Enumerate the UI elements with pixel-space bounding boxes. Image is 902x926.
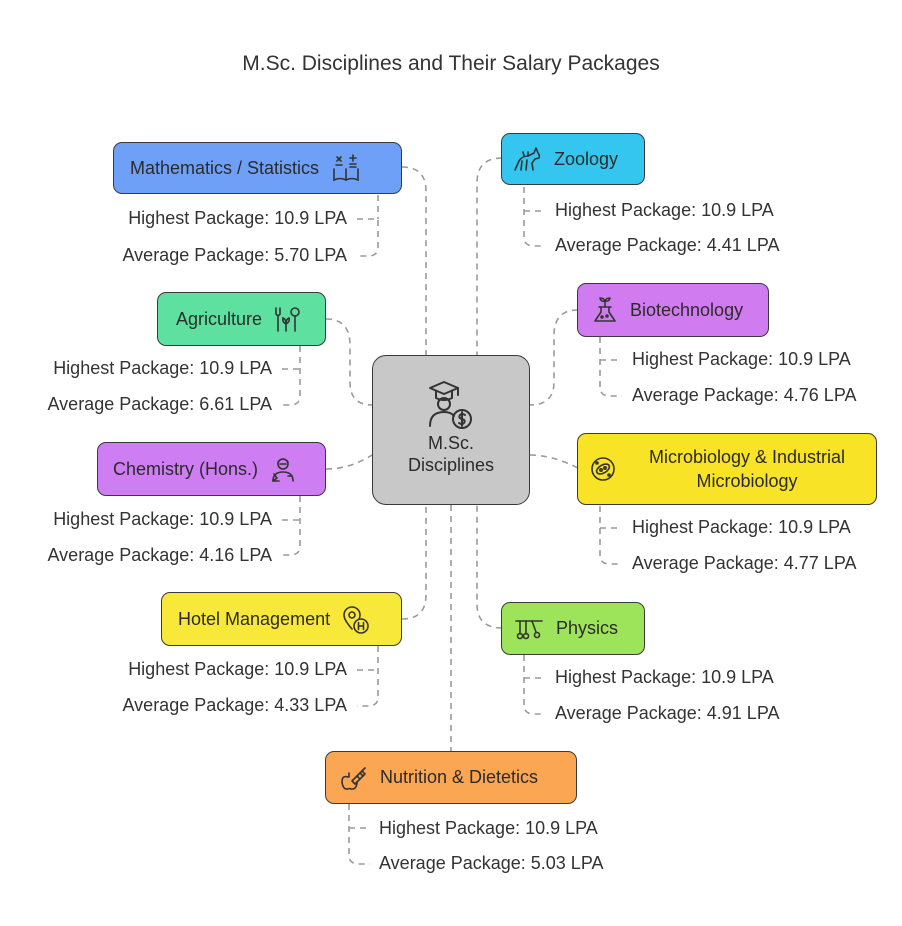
nutrition-average-package: Average Package: 5.03 LPA: [379, 853, 604, 873]
scientist-icon: [268, 454, 298, 484]
page-title: M.Sc. Disciplines and Their Salary Packa…: [242, 52, 660, 75]
microbe-icon: [588, 454, 618, 484]
math-book-icon: [331, 153, 361, 183]
farming-tools-icon: [272, 304, 302, 334]
center-node-msc-disciplines: M.Sc. Disciplines: [372, 355, 530, 505]
syringe-apple-icon: [338, 763, 368, 793]
node-label: Agriculture: [176, 308, 263, 329]
node-label: Hotel Management: [178, 608, 331, 629]
node-label: Zoology: [554, 148, 619, 169]
node-hotel-management: Hotel Management: [161, 592, 402, 646]
hotel-highest-package: Highest Package: 10.9 LPA: [128, 659, 347, 679]
node-label-line1: Microbiology & Industrial: [648, 447, 846, 467]
graduate-money-icon: [373, 378, 529, 432]
node-chemistry-hons: Chemistry (Hons.): [97, 442, 326, 496]
node-label: Physics: [556, 618, 619, 638]
animal-icon: [512, 144, 542, 174]
node-label: Mathematics / Statistics: [130, 157, 320, 178]
flask-plant-icon: [590, 295, 620, 325]
node-biotechnology: Biotechnology: [577, 283, 769, 337]
node-physics: Physics: [501, 602, 645, 655]
biotechnology-average-package: Average Package: 4.76 LPA: [632, 385, 857, 405]
math-average-package: Average Package: 5.70 LPA: [122, 245, 348, 265]
node-agriculture: Agriculture: [157, 292, 326, 346]
zoology-highest-package: Highest Package: 10.9 LPA: [555, 200, 774, 220]
math-highest-package: Highest Package: 10.9 LPA: [128, 208, 347, 228]
node-mathematics-statistics: Mathematics / Statistics: [113, 142, 402, 194]
zoology-average-package: Average Package: 4.41 LPA: [555, 235, 780, 255]
center-label-line1: M.Sc.: [427, 433, 474, 453]
node-nutrition-dietetics: Nutrition & Dietetics: [325, 751, 577, 804]
agriculture-average-package: Average Package: 6.61 LPA: [47, 394, 273, 414]
physics-average-package: Average Package: 4.91 LPA: [555, 703, 780, 723]
node-label: Biotechnology: [630, 299, 744, 320]
node-zoology: Zoology: [501, 133, 645, 185]
hotel-average-package: Average Package: 4.33 LPA: [122, 695, 348, 715]
center-label-line2: Disciplines: [407, 455, 495, 475]
agriculture-highest-package: Highest Package: 10.9 LPA: [53, 358, 272, 378]
node-microbiology-industrial-microbiology: Microbiology & Industrial Microbiology: [577, 433, 877, 505]
microbiology-average-package: Average Package: 4.77 LPA: [632, 553, 857, 573]
pendulum-icon: [514, 614, 544, 644]
hotel-location-icon: [340, 604, 370, 634]
chemistry-highest-package: Highest Package: 10.9 LPA: [53, 509, 272, 529]
node-label: Nutrition & Dietetics: [380, 767, 539, 787]
node-label: Chemistry (Hons.): [113, 458, 259, 479]
node-label-line2: Microbiology: [696, 471, 798, 491]
biotechnology-highest-package: Highest Package: 10.9 LPA: [632, 349, 851, 369]
physics-highest-package: Highest Package: 10.9 LPA: [555, 667, 774, 687]
chemistry-average-package: Average Package: 4.16 LPA: [47, 545, 273, 565]
nutrition-highest-package: Highest Package: 10.9 LPA: [379, 818, 598, 838]
microbiology-highest-package: Highest Package: 10.9 LPA: [632, 517, 851, 537]
